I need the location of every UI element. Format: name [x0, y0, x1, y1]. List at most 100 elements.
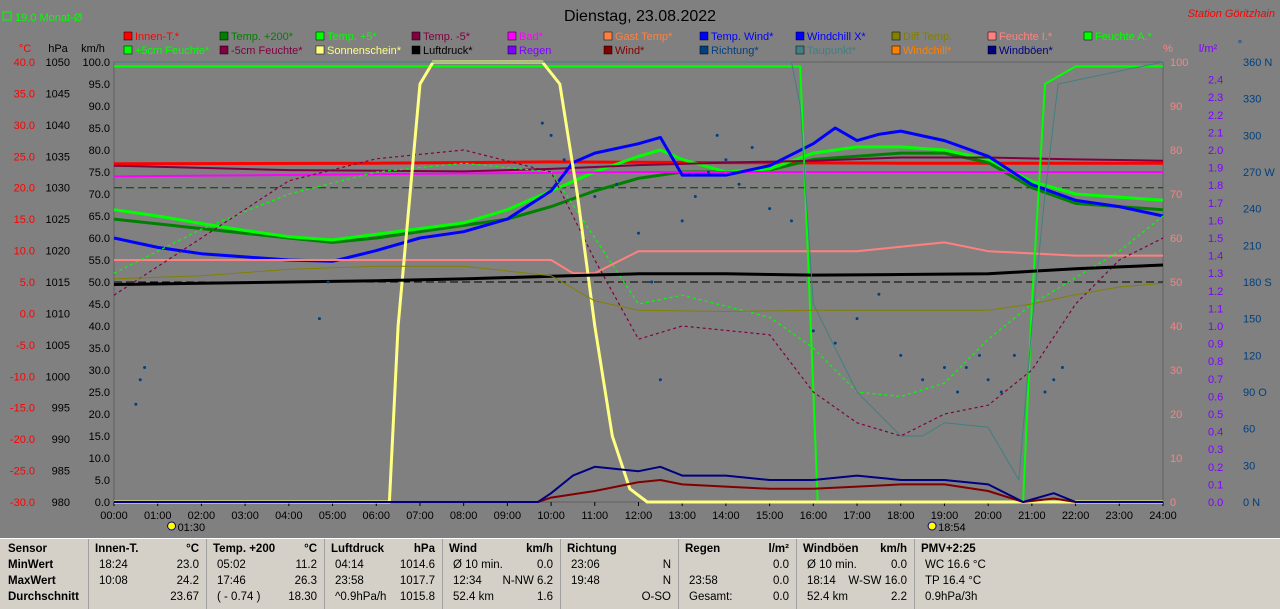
stat-cell: 04:14 [335, 559, 364, 571]
legend-swatch [699, 31, 709, 41]
legend-label[interactable]: Richtung* [711, 45, 759, 57]
series-line [113, 149, 1164, 437]
stat-cell: 23:58 [335, 575, 364, 587]
stat-cell: 0.0 [537, 559, 553, 571]
legend-swatch [315, 31, 325, 41]
legend-label[interactable]: Temp. +5* [327, 31, 378, 43]
legend-label[interactable]: Wind* [615, 45, 645, 57]
axis-tick-label: 270 W [1243, 167, 1275, 179]
axis-tick-label: 360 N [1243, 57, 1272, 69]
legend-label[interactable]: Diff Temp. [903, 31, 952, 43]
axis-tick-label: 30 [1243, 460, 1255, 472]
stats-column: PMV+2:25 WC 16.6 °C TP 16.4 °C 0.9hPa/3h [914, 539, 1033, 609]
x-tick-label: 07:00 [406, 510, 434, 522]
stats-row-labels: Sensor MinWert MaxWert Durchschnitt [0, 539, 88, 609]
stat-cell: 0.0 [773, 591, 789, 603]
axis-tick-label: 75.0 [89, 167, 110, 179]
stat-cell: O-SO [641, 591, 671, 603]
stat-cell: 26.3 [294, 575, 317, 587]
direction-point [326, 280, 330, 284]
direction-point [715, 133, 719, 137]
axis-tick-label: 70.0 [89, 189, 110, 201]
legend-label[interactable]: Innen-T.* [135, 31, 180, 43]
direction-point [134, 402, 138, 406]
axis-tick-label: 1020 [46, 246, 70, 258]
stat-cell: Ø 10 min. [807, 559, 857, 571]
axis-tick-label: 210 [1243, 240, 1261, 252]
legend-swatch [1083, 31, 1093, 41]
legend-swatch [891, 31, 901, 41]
direction-point [1043, 390, 1047, 394]
legend-label[interactable]: Windböen* [999, 45, 1054, 57]
axis-tick-label: 60 [1170, 233, 1182, 245]
direction-point [562, 158, 566, 162]
legend-label[interactable]: -5cm Feuchte* [231, 45, 303, 57]
legend-swatch [411, 45, 421, 55]
series-line [114, 241, 1163, 275]
stat-cell: 2.2 [891, 591, 907, 603]
x-tick-label: 24:00 [1149, 510, 1177, 522]
axis-tick-label: 300 [1243, 130, 1261, 142]
legend-label[interactable]: Bad* [519, 31, 544, 43]
legend-label[interactable]: Gast Temp* [615, 31, 673, 43]
stat-cell: 18:14 [807, 575, 836, 587]
stat-cell: 0.9hPa/3h [925, 591, 978, 603]
sun-markers: 01:30 18:54 [167, 521, 966, 534]
x-tick-label: 09:00 [494, 510, 522, 522]
stats-column: Wind km/h Ø 10 min. 0.0 12:34 N-NW 6.2 52.4 km… [442, 539, 561, 609]
stats-column-header: Wind [449, 543, 477, 555]
axis-tick-label: 2.0 [1208, 145, 1223, 157]
series-line [113, 263, 1164, 286]
axis-tick-label: 10 [1170, 453, 1182, 465]
axis-tick-label: 180 S [1243, 277, 1272, 289]
legend-swatch [699, 45, 709, 55]
axis-tick-label: 0.7 [1208, 374, 1223, 386]
axis-tick-label: 90 [1170, 101, 1182, 113]
axis-tick-label: -10.0 [10, 371, 35, 383]
x-tick-label: 01:00 [144, 510, 172, 522]
stats-column: Luftdruck hPa 04:14 1014.6 23:58 1017.7 ^0.9hP… [324, 539, 443, 609]
axis-tick-label: 0.8 [1208, 356, 1223, 368]
legend-label[interactable]: Taupunkt* [807, 45, 857, 57]
direction-point [833, 341, 837, 345]
legend-label[interactable]: Regen [519, 45, 551, 57]
legend-label[interactable]: Windchill X* [807, 31, 866, 43]
stat-cell: ( - 0.74 ) [217, 591, 261, 603]
axis-tick-label: 55.0 [89, 255, 110, 267]
axis-tick-label: 50.0 [89, 277, 110, 289]
legend-swatch [219, 45, 229, 55]
legend-label[interactable]: Luftdruck* [423, 45, 473, 57]
legend-label[interactable]: Feuchte I.* [999, 31, 1053, 43]
axis-tick-label: 5.0 [20, 277, 35, 289]
legend-label[interactable]: Temp. -5* [423, 31, 471, 43]
axis-tick-label: 985 [52, 466, 70, 478]
weather-chart: 19.0 Monat-Ø Dienstag, 23.08.2022 Statio… [2, 8, 1275, 534]
x-tick-label: 20:00 [974, 510, 1002, 522]
x-tick-label: 16:00 [800, 510, 828, 522]
axis-tick-label: 120 [1243, 350, 1261, 362]
legend-label[interactable]: Temp. +200* [231, 31, 294, 43]
legend-label[interactable]: Temp. Wind* [711, 31, 774, 43]
axis-tick-label: -20.0 [10, 434, 35, 446]
axis-tick-label: 1.8 [1208, 180, 1223, 192]
x-tick-label: 06:00 [362, 510, 390, 522]
stat-cell: 52.4 km [453, 591, 494, 603]
legend-label[interactable]: +5cm Feuchte* [135, 45, 210, 57]
axis-tick-label: 995 [52, 403, 70, 415]
direction-point [724, 158, 728, 162]
x-tick-label: 15:00 [756, 510, 784, 522]
stats-column-unit: km/h [526, 543, 553, 555]
legend-label[interactable]: Windchill* [903, 45, 952, 57]
legend-swatch [123, 31, 133, 41]
sunset-marker: 18:54 [938, 522, 966, 534]
x-tick-label: 17:00 [843, 510, 871, 522]
direction-point [986, 378, 990, 382]
legend-label[interactable]: Feuchte A.* [1095, 31, 1153, 43]
x-tick-label: 11:00 [581, 510, 608, 522]
series-line [114, 465, 1163, 503]
axis-tick-label: 0 [1170, 497, 1176, 509]
direction-point [855, 317, 859, 321]
axis-tick-label: 20.0 [89, 409, 110, 421]
direction-point [768, 207, 772, 211]
legend-label[interactable]: Sonnenschein* [327, 45, 402, 57]
